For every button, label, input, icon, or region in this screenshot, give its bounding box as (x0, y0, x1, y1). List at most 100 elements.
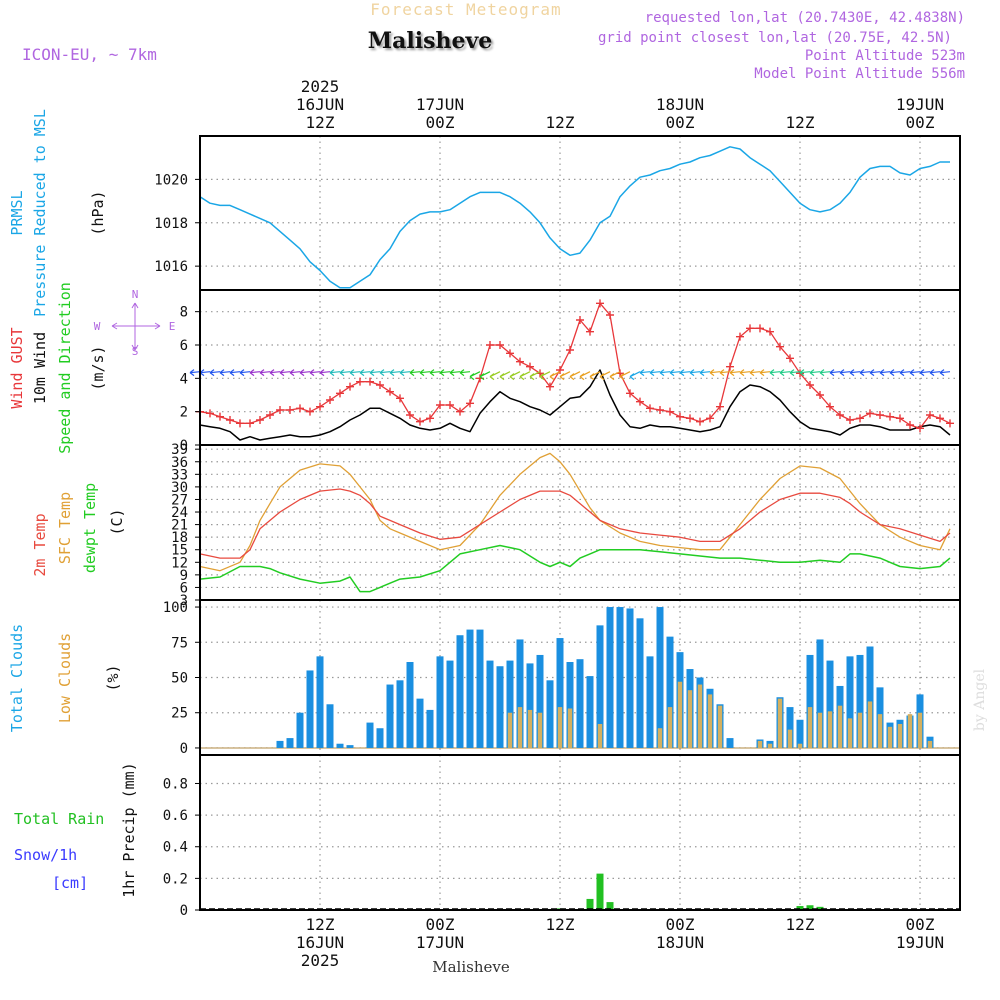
top-time-label: 12Z (306, 113, 335, 132)
total-cloud-bar (476, 629, 484, 748)
wind-direction-arrow (419, 369, 431, 377)
wind-direction-arrow (439, 369, 451, 377)
top-time-label: 18JUN (656, 95, 704, 114)
y-tick-label: 0.6 (163, 808, 188, 824)
bottom-time-label: 17JUN (416, 933, 464, 952)
gust-marker (916, 424, 924, 433)
gust-marker (416, 417, 424, 426)
gust-marker (436, 401, 444, 409)
wind-direction-arrow (719, 369, 731, 377)
wind-direction-arrow (349, 369, 361, 377)
gust-marker (366, 377, 374, 386)
wind-direction-arrow (679, 369, 691, 377)
wind-direction-arrow (399, 369, 411, 377)
wind-direction-arrow (539, 371, 551, 381)
y-tick-label: 33 (171, 467, 188, 483)
total-cloud-bar (286, 738, 294, 748)
gust-marker (326, 396, 334, 404)
wind-direction-arrow (879, 369, 891, 377)
wind-speed-direction-label: Speed and Direction (56, 282, 74, 454)
gust-marker (896, 414, 904, 423)
total-cloud-bar (456, 635, 464, 748)
wind-direction-arrow (649, 369, 661, 377)
temp-2m-line (199, 488, 951, 559)
top-time-label: 16JUN (296, 95, 344, 114)
wind-direction-arrow (759, 369, 771, 377)
gust-marker (426, 414, 434, 423)
y-tick-label: 0 (180, 741, 188, 757)
wind-direction-arrow (459, 369, 471, 377)
wind-direction-arrow (229, 369, 241, 377)
total-cloud-bar (646, 656, 654, 748)
top-time-label: 2025 (301, 77, 340, 96)
total-rain-label: Total Rain (14, 810, 104, 828)
prmsl-unit: (hPa) (89, 190, 107, 235)
gust-marker (376, 381, 384, 389)
total-cloud-bar (616, 607, 624, 748)
wind-direction-arrow (939, 369, 951, 377)
wind-direction-arrow (779, 369, 791, 377)
low-cloud-bar (677, 681, 683, 748)
wind-direction-arrow (449, 369, 461, 377)
gust-marker (656, 406, 664, 414)
low-cloud-bar (877, 714, 883, 748)
wind-direction-arrow (369, 369, 381, 377)
y-tick-label: 18 (171, 530, 188, 546)
gust-marker (756, 324, 764, 333)
rain-bar (806, 905, 814, 910)
total-cloud-bar (856, 654, 864, 748)
low-cloud-bar (707, 694, 713, 748)
wind-direction-arrow (339, 369, 351, 377)
y-tick-label: 27 (171, 492, 188, 508)
top-time-label: 17JUN (416, 95, 464, 114)
wind-direction-arrow (299, 369, 311, 377)
gust-marker (876, 411, 884, 419)
low-cloud-bar (897, 724, 903, 748)
total-cloud-bar (606, 607, 614, 748)
wind-direction-arrow (389, 369, 401, 377)
gust-marker (556, 366, 564, 374)
rain-bar (796, 906, 804, 910)
gust-marker (206, 409, 214, 418)
gust-marker (346, 382, 354, 391)
requested-coords: requested lon,lat (20.7430E, 42.4838N) (645, 10, 965, 26)
gust-marker (836, 411, 844, 419)
gust-marker (356, 377, 364, 386)
gust-marker (256, 416, 264, 424)
gust-marker (886, 412, 894, 421)
gust-marker (716, 402, 724, 411)
wind-direction-arrow (619, 371, 631, 381)
wind-direction-arrow (359, 369, 371, 377)
watermark: by Angel (972, 668, 988, 731)
wind-direction-arrow (319, 369, 331, 377)
low-cloud-bar (797, 743, 803, 748)
wind-direction-arrow (749, 369, 761, 377)
bottom-time-label: 2025 (301, 951, 340, 970)
gust-marker (226, 416, 234, 424)
wind-direction-arrow (869, 369, 881, 377)
wind-direction-arrow (559, 371, 571, 381)
bottom-time-label: 19JUN (896, 933, 944, 952)
low-cloud-bar (657, 728, 663, 748)
low-cloud-bar (857, 712, 863, 748)
low-cloud-bar (757, 740, 763, 748)
y-tick-label: 21 (171, 518, 188, 534)
wind-direction-arrow (859, 369, 871, 377)
total-cloud-bar (326, 704, 334, 748)
snow-unit-label: [cm] (52, 874, 88, 892)
y-tick-label: 4 (180, 371, 188, 387)
gust-marker (926, 411, 934, 419)
rain-bar (816, 906, 824, 910)
gust-marker (276, 406, 284, 414)
gust-marker (766, 327, 774, 336)
low-cloud-bar (597, 724, 603, 748)
y-tick-label: 1016 (154, 259, 188, 275)
total-cloud-bar (306, 670, 314, 748)
data-layer (189, 146, 960, 910)
y-tick-label: 6 (180, 580, 188, 596)
total-cloud-bar (346, 745, 354, 748)
rain-bar (586, 898, 594, 910)
y-tick-label: 8 (180, 305, 188, 321)
wind-direction-arrow (219, 369, 231, 377)
gust-marker (336, 389, 344, 398)
